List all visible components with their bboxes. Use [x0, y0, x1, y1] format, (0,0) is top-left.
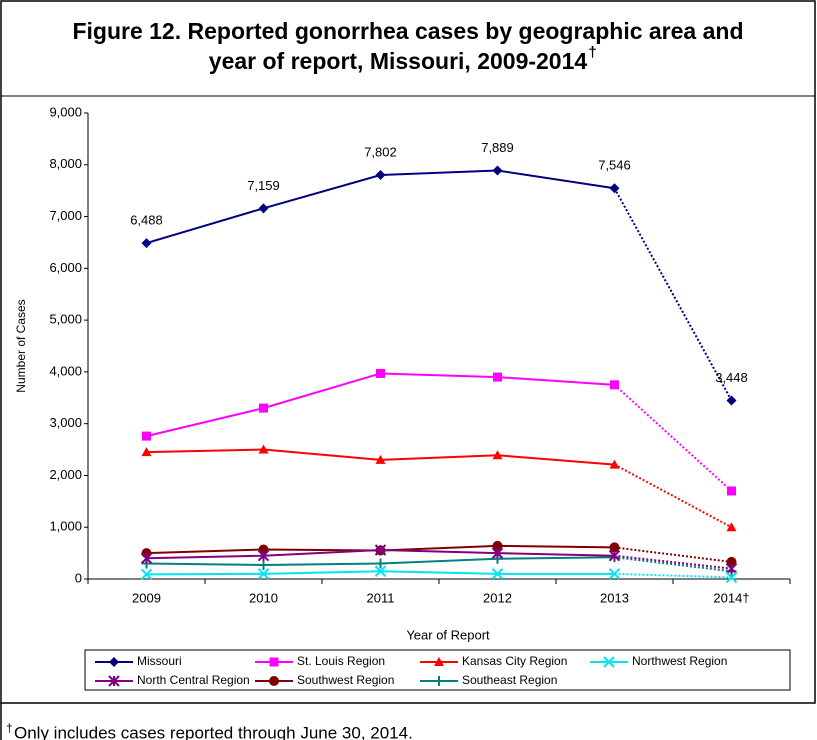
marker: [608, 568, 621, 580]
marker: [258, 560, 269, 571]
y-axis-label: Number of Cases: [14, 299, 28, 392]
data-label: 6,488: [130, 213, 163, 228]
legend-label: Southwest Region: [297, 673, 394, 687]
data-label: 7,889: [481, 140, 514, 155]
footnote-mark: †: [6, 721, 13, 735]
series-line: [146, 372, 615, 438]
chart-title: year of report, Missouri, 2009-2014: [209, 48, 588, 74]
legend-label: Northwest Region: [632, 654, 727, 668]
marker: [726, 522, 737, 532]
data-label: 7,159: [247, 178, 280, 193]
legend-box: [84, 649, 791, 691]
y-tick-label: 8,000: [49, 156, 82, 171]
marker: [375, 558, 386, 569]
x-tick-label: 2013: [600, 590, 629, 605]
marker: [609, 183, 620, 194]
y-tick-label: 2,000: [49, 467, 82, 482]
marker: [269, 676, 279, 686]
legend-label: Missouri: [137, 654, 182, 668]
marker: [259, 403, 268, 413]
marker: [727, 486, 736, 496]
data-label: 7,802: [364, 144, 397, 159]
series-line-dotted: [614, 554, 732, 570]
marker: [142, 431, 151, 441]
marker: [434, 657, 444, 666]
y-tick-label: 0: [75, 570, 82, 585]
legend-label: Kansas City Region: [462, 654, 567, 668]
x-axis-label: Year of Report: [406, 627, 490, 642]
data-label: 7,546: [598, 158, 631, 173]
data-label: 3,448: [715, 370, 748, 385]
marker: [376, 368, 385, 378]
marker: [610, 380, 619, 390]
marker: [492, 165, 503, 176]
title-mark: †: [588, 44, 596, 61]
legend-label: Southeast Region: [462, 673, 557, 687]
marker: [375, 170, 386, 181]
marker: [491, 547, 504, 559]
marker: [140, 568, 153, 581]
legend-label: St. Louis Region: [297, 654, 385, 668]
marker: [374, 565, 387, 577]
y-tick-label: 4,000: [49, 363, 82, 378]
marker: [492, 540, 503, 551]
marker: [609, 459, 620, 469]
marker: [108, 675, 120, 687]
marker: [258, 444, 269, 454]
marker: [726, 395, 737, 406]
x-tick-label: 2011: [367, 590, 395, 605]
y-tick-label: 6,000: [49, 260, 82, 275]
marker: [141, 238, 152, 249]
marker: [375, 454, 386, 464]
series-line-dotted: [613, 187, 733, 401]
series-line-dotted: [614, 572, 732, 579]
y-tick-label: 1,000: [49, 519, 82, 534]
y-tick-label: 7,000: [49, 208, 82, 223]
legend-label: North Central Region: [137, 673, 250, 687]
marker: [492, 450, 503, 460]
marker: [269, 657, 279, 667]
marker: [491, 568, 504, 580]
footnote: Only includes cases reported through Jun…: [14, 723, 413, 740]
chart-title: Figure 12. Reported gonorrhea cases by g…: [72, 18, 743, 44]
y-tick-label: 3,000: [49, 415, 82, 430]
marker: [140, 552, 153, 564]
frame: [0, 0, 816, 704]
x-tick-label: 2010: [249, 590, 278, 605]
y-tick-label: 5,000: [49, 312, 82, 327]
marker: [603, 656, 615, 668]
marker: [257, 549, 270, 562]
marker: [726, 556, 737, 567]
y-tick-label: 9,000: [49, 104, 82, 119]
series-line: [146, 169, 615, 245]
marker: [493, 372, 502, 382]
x-tick-label: 2012: [483, 590, 512, 605]
x-tick-label: 2014†: [713, 590, 749, 605]
marker: [141, 447, 152, 457]
marker: [725, 562, 738, 575]
marker: [258, 203, 269, 214]
marker: [725, 571, 738, 584]
marker: [109, 657, 119, 667]
marker: [434, 676, 444, 686]
x-tick-label: 2009: [132, 590, 161, 605]
marker: [609, 542, 620, 553]
marker: [257, 568, 270, 580]
marker: [608, 549, 621, 562]
marker: [374, 544, 387, 556]
